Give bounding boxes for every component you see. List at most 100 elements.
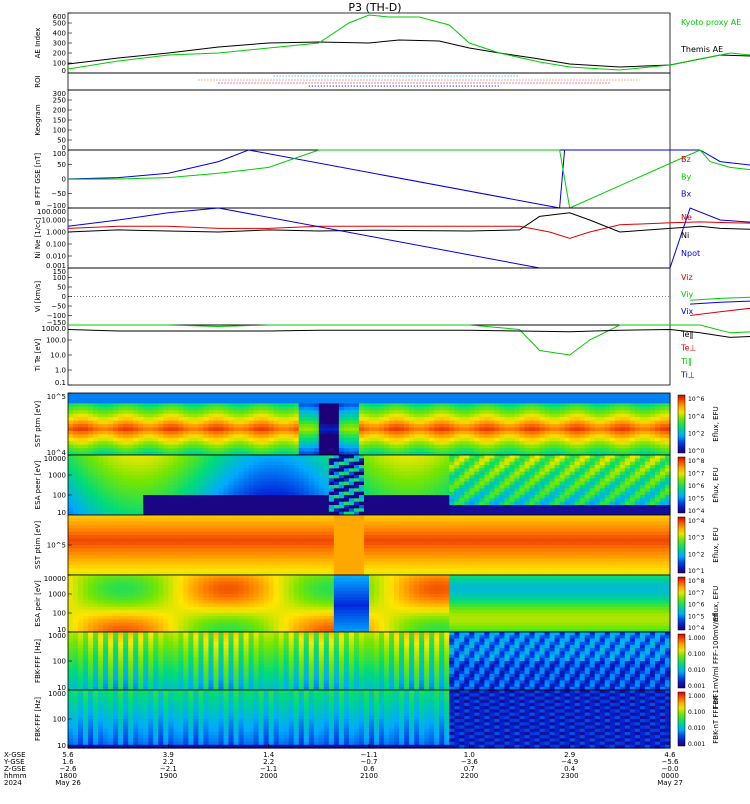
heatmap-cell (620, 421, 626, 425)
heatmap-cell (299, 431, 305, 435)
heatmap-cell (409, 431, 415, 435)
y-tick-label: 0 (62, 176, 66, 184)
heatmap-cell (399, 421, 405, 425)
heatmap-cell (394, 396, 400, 400)
heatmap-cell (484, 445, 490, 449)
heatmap-cell (153, 431, 159, 435)
heatmap-cell (590, 410, 596, 414)
heatmap-cell (269, 396, 275, 400)
heatmap-cell (555, 417, 561, 421)
heatmap-cell (188, 441, 194, 445)
heatmap-cell (249, 448, 255, 452)
heatmap-cell (535, 417, 541, 421)
heatmap-cell (630, 441, 636, 445)
heatmap-cell (625, 424, 631, 428)
heatmap-cell (364, 410, 370, 414)
heatmap-cell (615, 445, 621, 449)
heatmap-cell (68, 427, 74, 431)
heatmap-cell (444, 396, 450, 400)
heatmap-cell (535, 431, 541, 435)
heatmap-cell (178, 441, 184, 445)
heatmap-cell (394, 448, 400, 452)
heatmap-cell (193, 417, 199, 421)
heatmap-cell (479, 400, 485, 404)
heatmap-cell (163, 400, 169, 404)
heatmap-cell (635, 421, 641, 425)
heatmap-cell (254, 434, 260, 438)
heatmap-cell (484, 396, 490, 400)
heatmap-cell (259, 431, 265, 435)
heatmap-cell (429, 393, 435, 397)
heatmap-cell (339, 448, 345, 452)
heatmap-cell (469, 396, 475, 400)
heatmap-cell (309, 393, 315, 397)
heatmap-cell (585, 448, 591, 452)
heatmap-cell (464, 396, 470, 400)
heatmap-cell (575, 445, 581, 449)
heatmap-cell (419, 407, 425, 411)
colorbar-tick-label: 10^6 (688, 483, 705, 490)
heatmap-cell (148, 393, 154, 397)
heatmap-cell (570, 417, 576, 421)
heatmap-cell (88, 414, 94, 418)
heatmap-cell (509, 417, 515, 421)
heatmap-cell (560, 434, 566, 438)
heatmap-cell (449, 403, 455, 407)
heatmap-cell (570, 445, 576, 449)
heatmap-cell (635, 410, 641, 414)
heatmap-cell (499, 448, 505, 452)
heatmap-cell (98, 438, 104, 442)
heatmap-cell (138, 431, 144, 435)
heatmap-cell (419, 410, 425, 414)
heatmap-cell (459, 417, 465, 421)
heatmap-cell (68, 434, 74, 438)
heatmap-cell (334, 445, 340, 449)
heatmap-cell (234, 417, 240, 421)
heatmap-cell (555, 410, 561, 414)
heatmap-cell (630, 434, 636, 438)
heatmap-cell (234, 445, 240, 449)
heatmap-cell (479, 414, 485, 418)
heatmap-cell (625, 448, 631, 452)
heatmap-cell (319, 427, 325, 431)
heatmap-cell (454, 417, 460, 421)
heatmap-cell (590, 424, 596, 428)
heatmap-cell (128, 441, 134, 445)
heatmap-cell (98, 414, 104, 418)
heatmap-cell (178, 438, 184, 442)
heatmap-cell (198, 448, 204, 452)
heatmap-cell (650, 424, 656, 428)
heatmap-cell (118, 448, 124, 452)
heatmap-cell (344, 427, 350, 431)
heatmap-cell (545, 424, 551, 428)
heatmap-cell (274, 400, 280, 404)
heatmap-cell (585, 410, 591, 414)
heatmap-cell (444, 438, 450, 442)
heatmap-cell (279, 438, 285, 442)
heatmap-cell (113, 414, 119, 418)
heatmap-cell (329, 403, 335, 407)
heatmap-cell (459, 407, 465, 411)
heatmap-cell (269, 400, 275, 404)
heatmap-cell (349, 403, 355, 407)
heatmap-cell (640, 396, 646, 400)
heatmap-cell (650, 421, 656, 425)
heatmap-cell (168, 407, 174, 411)
heatmap-cell (128, 414, 134, 418)
heatmap-cell (625, 445, 631, 449)
heatmap-cell (540, 427, 546, 431)
heatmap-cell (494, 431, 500, 435)
heatmap-cell (208, 396, 214, 400)
heatmap-cell (640, 448, 646, 452)
heatmap-cell (83, 431, 89, 435)
heatmap-cell (88, 396, 94, 400)
heatmap-cell (118, 403, 124, 407)
heatmap-cell (615, 434, 621, 438)
heatmap-cell (78, 431, 84, 435)
heatmap-cell (494, 407, 500, 411)
heatmap-cell (630, 421, 636, 425)
heatmap-cell (655, 396, 661, 400)
heatmap-cell (494, 427, 500, 431)
heatmap-cell (148, 431, 154, 435)
heatmap-cell (364, 427, 370, 431)
